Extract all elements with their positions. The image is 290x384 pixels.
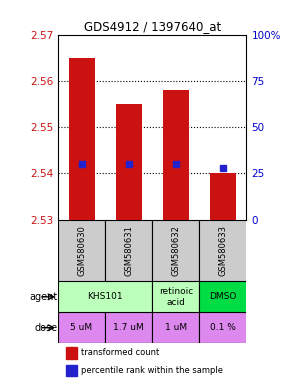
Text: DMSO: DMSO bbox=[209, 292, 237, 301]
Text: retinoic
acid: retinoic acid bbox=[159, 287, 193, 306]
Bar bbox=[66, 347, 77, 359]
Bar bbox=[66, 364, 77, 376]
Text: 0.1 %: 0.1 % bbox=[210, 323, 236, 332]
Text: GSM580632: GSM580632 bbox=[171, 225, 180, 276]
Text: agent: agent bbox=[30, 292, 58, 302]
Text: dose: dose bbox=[35, 323, 58, 333]
Text: percentile rank within the sample: percentile rank within the sample bbox=[81, 366, 223, 375]
Bar bbox=[152, 220, 200, 281]
Text: GSM580633: GSM580633 bbox=[218, 225, 227, 276]
Title: GDS4912 / 1397640_at: GDS4912 / 1397640_at bbox=[84, 20, 221, 33]
Bar bbox=[210, 174, 236, 220]
Bar bbox=[152, 281, 200, 312]
Text: transformed count: transformed count bbox=[81, 348, 159, 357]
Bar bbox=[200, 220, 246, 281]
Bar bbox=[200, 281, 246, 312]
Bar bbox=[116, 104, 142, 220]
Bar bbox=[200, 312, 246, 343]
Bar bbox=[58, 312, 105, 343]
Bar bbox=[69, 58, 95, 220]
Bar bbox=[105, 312, 152, 343]
Text: KHS101: KHS101 bbox=[87, 292, 123, 301]
Text: 1.7 uM: 1.7 uM bbox=[113, 323, 144, 332]
Text: GSM580631: GSM580631 bbox=[124, 225, 133, 276]
Bar bbox=[58, 220, 105, 281]
Bar bbox=[163, 90, 189, 220]
Bar bbox=[105, 220, 152, 281]
Text: GSM580630: GSM580630 bbox=[77, 225, 86, 276]
Text: 1 uM: 1 uM bbox=[165, 323, 187, 332]
Text: 5 uM: 5 uM bbox=[70, 323, 93, 332]
Bar bbox=[152, 312, 200, 343]
Bar bbox=[58, 281, 152, 312]
